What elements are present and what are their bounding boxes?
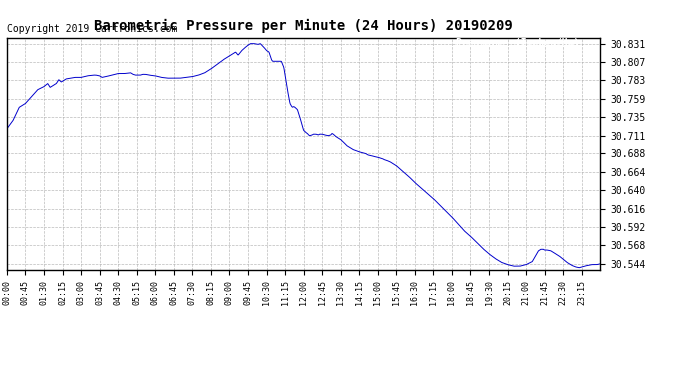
Title: Barometric Pressure per Minute (24 Hours) 20190209: Barometric Pressure per Minute (24 Hours… xyxy=(95,19,513,33)
Text: Copyright 2019 Cartronics.com: Copyright 2019 Cartronics.com xyxy=(7,24,177,33)
